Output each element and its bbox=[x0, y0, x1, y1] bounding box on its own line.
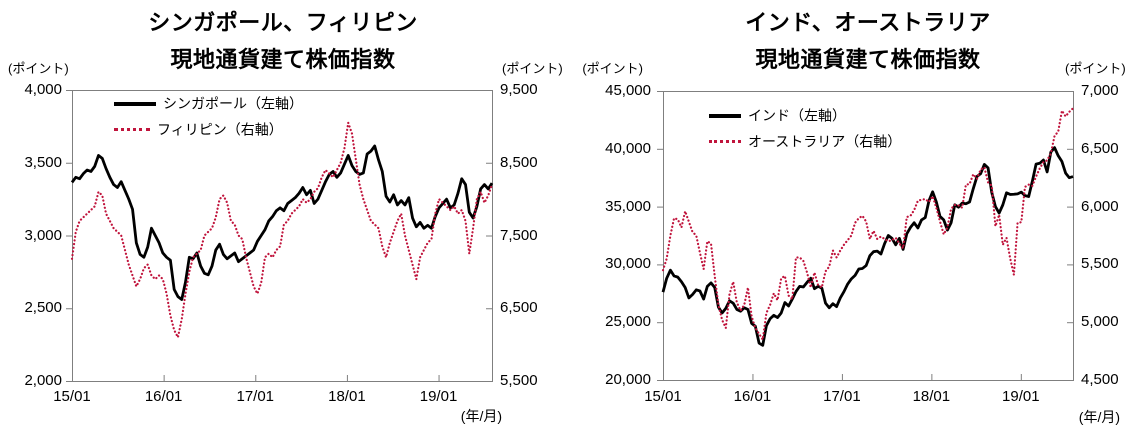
y-axis-label-right: 5,000 bbox=[1081, 313, 1119, 331]
x-axis-unit-label: (年/月) bbox=[1078, 409, 1120, 425]
legend-solid-line-sample bbox=[114, 101, 156, 106]
x-axis-label: 15/01 bbox=[644, 388, 682, 405]
y-axis-label-left: 40,000 bbox=[605, 139, 651, 157]
y-axis-label-right: 6,000 bbox=[1081, 197, 1119, 215]
panel-singapore-philippines: シンガポール、フィリピン 現地通貨建て株価指数 (ポイント) (ポイント) シン… bbox=[0, 0, 571, 434]
x-axis-label: 17/01 bbox=[823, 388, 861, 405]
legend-item-australia: オーストラリア（右軸） bbox=[709, 133, 901, 150]
y-axis-label-right: 5,500 bbox=[1081, 255, 1119, 273]
y-axis-label-right: 5,500 bbox=[500, 372, 538, 389]
legend-item-india: インド（左軸） bbox=[709, 107, 901, 124]
right-axis-unit-label: (ポイント) bbox=[502, 61, 563, 76]
legend: シンガポール（左軸） フィリピン（右軸） bbox=[114, 95, 303, 147]
y-axis-label-left: 2,000 bbox=[24, 372, 62, 389]
philippines-line bbox=[70, 121, 494, 339]
x-axis-label: 19/01 bbox=[419, 388, 458, 405]
plot-area-india-australia bbox=[657, 91, 1075, 381]
left-axis-unit-label: (ポイント) bbox=[582, 61, 643, 76]
y-axis-label-right: 7,000 bbox=[1081, 82, 1119, 99]
left-axis-unit-label: (ポイント) bbox=[8, 61, 69, 76]
legend-label-india: インド（左軸） bbox=[748, 107, 846, 124]
chart-title-line1: シンガポール、フィリピン bbox=[148, 10, 418, 35]
y-axis-label-right: 8,500 bbox=[500, 153, 538, 171]
x-axis-label: 15/01 bbox=[53, 388, 91, 405]
india-line bbox=[661, 146, 1074, 347]
y-axis-label-right: 4,500 bbox=[1081, 371, 1119, 388]
plot-area-singapore-philippines bbox=[66, 90, 494, 382]
chart-title-line2: 現地通貨建て株価指数 bbox=[755, 47, 981, 72]
singapore-line bbox=[70, 144, 494, 301]
plot-border bbox=[72, 90, 493, 382]
legend-label-singapore: シンガポール（左軸） bbox=[163, 95, 303, 112]
y-axis-label-left: 3,500 bbox=[24, 153, 62, 171]
right-axis-unit-label: (ポイント) bbox=[1065, 61, 1126, 76]
y-axis-label-left: 4,000 bbox=[24, 81, 62, 98]
y-axis-label-right: 9,500 bbox=[500, 81, 538, 98]
x-axis-label: 16/01 bbox=[733, 388, 772, 405]
legend-item-philippines: フィリピン（右軸） bbox=[114, 121, 303, 138]
x-axis-label: 19/01 bbox=[1002, 388, 1040, 405]
panel-india-australia: インド、オーストラリア 現地通貨建て株価指数 (ポイント) (ポイント) インド… bbox=[571, 0, 1143, 434]
australia-line bbox=[661, 107, 1075, 341]
legend-dotted-line-sample bbox=[114, 128, 150, 132]
legend: インド（左軸） オーストラリア（右軸） bbox=[709, 107, 901, 159]
x-axis-label: 18/01 bbox=[328, 388, 366, 405]
y-axis-label-left: 3,000 bbox=[24, 226, 62, 244]
legend-item-singapore: シンガポール（左軸） bbox=[114, 95, 303, 112]
y-axis-label-left: 20,000 bbox=[605, 371, 651, 388]
chart-title-line2: 現地通貨建て株価指数 bbox=[170, 47, 396, 72]
x-axis-label: 17/01 bbox=[236, 388, 275, 405]
y-axis-label-left: 30,000 bbox=[605, 255, 651, 273]
legend-solid-line-sample bbox=[709, 113, 741, 118]
y-axis-label-right: 6,500 bbox=[500, 299, 538, 317]
legend-label-australia: オーストラリア（右軸） bbox=[748, 133, 902, 150]
x-axis-unit-label: (年/月) bbox=[460, 408, 502, 424]
y-axis-label-left: 2,500 bbox=[24, 299, 62, 317]
legend-dotted-line-sample bbox=[709, 140, 741, 144]
y-axis-label-left: 25,000 bbox=[605, 313, 651, 331]
chart-title-line1: インド、オーストラリア bbox=[745, 10, 991, 35]
plot-border bbox=[663, 91, 1074, 381]
y-axis-label-left: 45,000 bbox=[605, 82, 651, 99]
y-axis-label-right: 6,500 bbox=[1081, 139, 1119, 157]
y-axis-label-left: 35,000 bbox=[605, 197, 651, 215]
x-axis-label: 18/01 bbox=[912, 388, 951, 405]
x-axis-label: 16/01 bbox=[144, 388, 183, 405]
legend-label-philippines: フィリピン（右軸） bbox=[157, 121, 283, 138]
y-axis-label-right: 7,500 bbox=[500, 226, 538, 244]
